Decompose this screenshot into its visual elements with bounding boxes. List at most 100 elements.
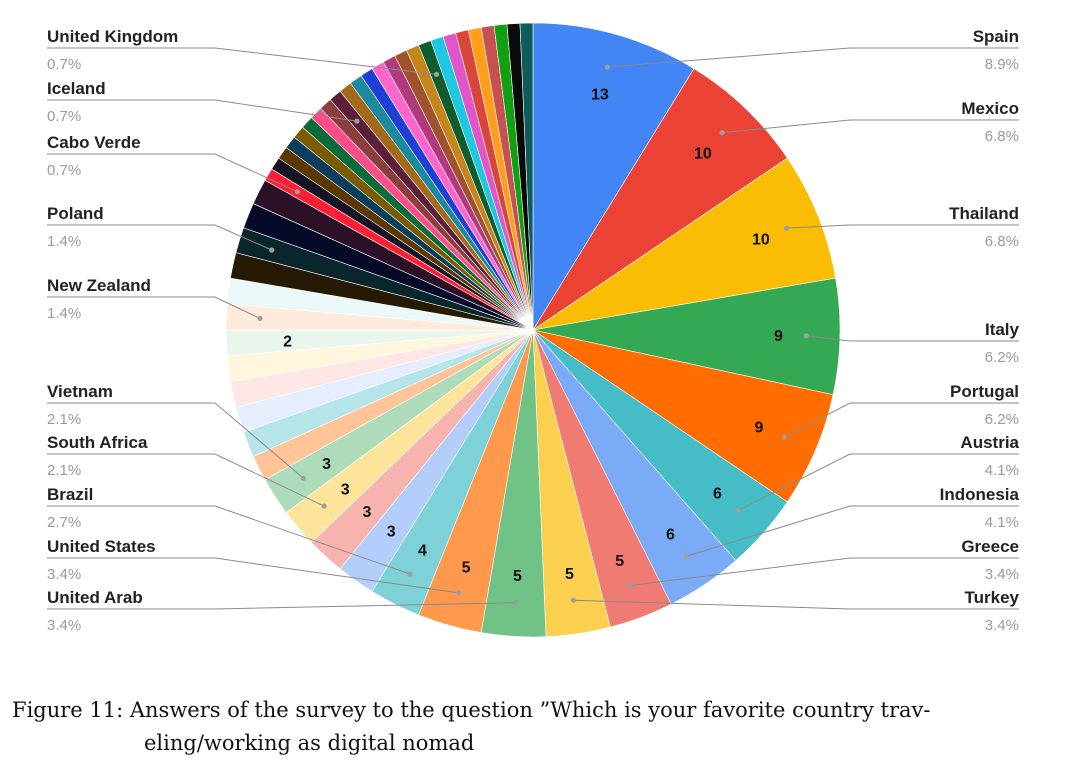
callout-name: Portugal	[950, 382, 1019, 401]
callout-percent: 3.4%	[47, 566, 81, 583]
callout-name: New Zealand	[47, 276, 151, 295]
leader-line	[786, 224, 1019, 229]
leader-dot	[803, 333, 809, 339]
callout-turkey: Turkey 3.4%	[570, 588, 1020, 634]
callout-percent: 0.7%	[47, 56, 81, 73]
leader-dot	[456, 590, 462, 596]
callout-percent: 4.1%	[985, 514, 1019, 531]
slice-value-label: 5	[615, 553, 624, 570]
callout-portugal: Portugal 6.2%	[781, 382, 1019, 440]
callout-percent: 8.9%	[985, 56, 1019, 73]
slice-value-label: 2	[283, 333, 292, 350]
callout-percent: 3.4%	[985, 566, 1019, 583]
slice-value-label: 6	[713, 485, 722, 502]
leader-dot	[257, 315, 263, 321]
callout-name: Indonesia	[940, 485, 1020, 504]
callout-name: South Africa	[47, 433, 148, 452]
leader-dot	[433, 71, 440, 77]
callout-united-arab: United Arab 3.4%	[47, 588, 519, 634]
callout-percent: 0.7%	[47, 108, 81, 125]
slice-value-label: 3	[322, 456, 331, 473]
leader-line	[607, 47, 1019, 68]
leader-line	[47, 153, 298, 193]
leader-line	[47, 453, 325, 507]
callout-labels: Spain 8.9% Mexico 6.8% Thailand 6.8% Italy 6.2%…	[47, 27, 1020, 634]
callout-name: Austria	[960, 433, 1019, 452]
callout-percent: 2.1%	[47, 462, 81, 479]
callout-percent: 6.8%	[985, 128, 1019, 145]
leader-dot	[513, 600, 519, 606]
leader-dot	[321, 503, 327, 509]
callout-south-africa: South Africa 2.1%	[47, 433, 327, 509]
callout-austria: Austria 4.1%	[735, 433, 1020, 514]
leader-line	[722, 119, 1019, 134]
slice-value-label: 4	[418, 542, 427, 559]
callout-brazil: Brazil 2.7%	[47, 485, 413, 577]
leader-line	[47, 296, 261, 319]
slice-value-label: 3	[341, 481, 350, 498]
leader-dot	[604, 64, 611, 70]
pie-slice-spain	[532, 22, 695, 332]
leader-dot	[683, 553, 689, 560]
pie-slice-thailand	[532, 157, 836, 331]
pie-slice-italy	[532, 277, 841, 396]
callout-percent: 2.1%	[47, 411, 81, 428]
leader-line	[47, 99, 357, 122]
callout-mexico: Mexico 6.8%	[719, 99, 1019, 145]
slice-value-label: 5	[513, 568, 522, 585]
leader-line	[47, 557, 459, 594]
leader-line	[47, 47, 437, 75]
figure-caption: Figure 11: Answers of the survey to the …	[12, 694, 1057, 760]
callout-new-zealand: New Zealand 1.4%	[47, 276, 263, 322]
leader-dot	[719, 130, 725, 136]
callout-name: Greece	[961, 537, 1019, 556]
callout-italy: Italy 6.2%	[803, 320, 1020, 366]
callout-iceland: Iceland 0.7%	[47, 79, 360, 125]
slice-value-label: 6	[666, 527, 675, 544]
callout-name: United Kingdom	[47, 27, 178, 46]
leader-line	[47, 505, 411, 575]
leader-dot	[783, 225, 790, 231]
callout-name: Spain	[973, 27, 1019, 46]
pie-slices	[225, 22, 841, 638]
leader-line	[47, 224, 272, 251]
slice-value-label: 3	[362, 504, 371, 521]
callout-thailand: Thailand 6.8%	[783, 204, 1019, 250]
leader-dot	[407, 571, 413, 577]
leader-line	[685, 505, 1019, 557]
callout-name: Thailand	[949, 204, 1019, 223]
callout-united-kingdom: United Kingdom 0.7%	[47, 27, 440, 77]
leader-dot	[626, 583, 633, 589]
slice-value-label: 10	[694, 146, 712, 163]
callout-spain: Spain 8.9%	[604, 27, 1019, 73]
callout-percent: 0.7%	[47, 162, 81, 179]
slice-value-label: 5	[462, 559, 471, 576]
callout-name: Mexico	[961, 99, 1019, 118]
callout-greece: Greece 3.4%	[626, 537, 1019, 589]
callout-name: Brazil	[47, 485, 93, 504]
slice-value-label: 13	[591, 87, 609, 104]
leader-line	[573, 599, 1019, 610]
leader-line	[47, 602, 516, 610]
slice-value-label: 5	[565, 566, 574, 583]
callout-percent: 4.1%	[985, 462, 1019, 479]
callout-cabo-verde: Cabo Verde 0.7%	[47, 133, 300, 195]
callout-percent: 2.7%	[47, 514, 81, 531]
callout-percent: 1.4%	[47, 305, 81, 322]
leader-line	[806, 335, 1019, 342]
leader-dot	[300, 475, 306, 481]
callout-percent: 6.2%	[985, 411, 1019, 428]
callout-name: United Arab	[47, 588, 143, 607]
callout-percent: 6.8%	[985, 233, 1019, 250]
slice-value-label: 9	[754, 419, 763, 436]
callout-name: Turkey	[965, 588, 1020, 607]
leader-dot	[570, 597, 577, 603]
pie-slice-53	[519, 22, 534, 331]
slice-value-label: 10	[752, 231, 770, 248]
pie-slice-portugal	[532, 329, 834, 503]
callout-percent: 3.4%	[47, 617, 81, 634]
callout-percent: 3.4%	[985, 617, 1019, 634]
leader-line	[47, 402, 304, 479]
caption-line-1: Figure 11: Answers of the survey to the …	[12, 698, 931, 722]
